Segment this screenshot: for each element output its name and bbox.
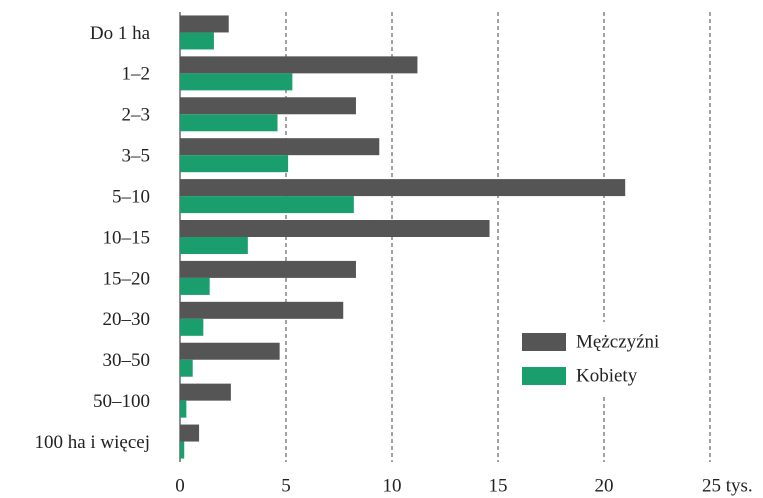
x-tick-label: 5 [281,475,291,496]
bar [180,342,280,360]
bar [180,260,356,278]
bar [180,400,187,418]
y-tick-label: 5–10 [112,186,150,207]
x-tick-label: 25 tys. [702,475,753,496]
bar [180,424,200,442]
bar [180,179,626,197]
bar [180,138,380,156]
x-tick-label: 0 [175,475,185,496]
legend-swatch [522,333,566,351]
bar [180,301,344,319]
bar [180,15,229,33]
y-tick-label: 1–2 [122,64,151,85]
bar [180,155,289,173]
y-tick-label: 30–50 [103,350,151,371]
bar [180,73,293,91]
y-tick-label: 15–20 [103,268,151,289]
bar [180,277,210,295]
bar [180,237,248,254]
legend-label: Mężczyźni [576,331,659,352]
y-tick-label: 10–15 [103,227,151,248]
bar [180,97,356,115]
bar [180,220,490,237]
bar [180,318,204,336]
y-tick-label: 100 ha i więcej [34,432,150,453]
y-tick-label: 20–30 [103,309,151,330]
bar [180,56,418,74]
bar [180,196,354,214]
y-tick-label: 2–3 [122,105,151,126]
y-tick-label: Do 1 ha [90,23,151,44]
bar [180,441,185,459]
legend-label: Kobiety [576,365,638,386]
x-tick-label: 10 [383,475,402,496]
legend-swatch [522,367,566,385]
y-tick-label: 3–5 [122,146,151,167]
bar [180,114,278,132]
y-tick-label: 50–100 [93,391,150,412]
bar [180,359,193,377]
bar [180,383,231,401]
x-tick-label: 15 [489,475,508,496]
x-tick-label: 20 [595,475,614,496]
bar [180,32,214,50]
